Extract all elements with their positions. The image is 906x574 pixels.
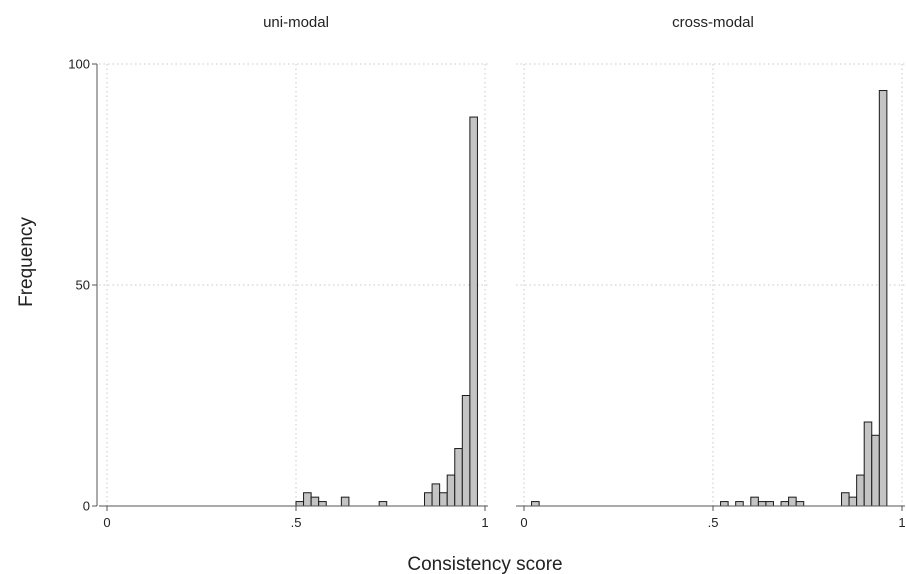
histogram-bar — [340, 496, 350, 507]
histogram-bar — [757, 501, 767, 507]
panel-uni-modal: 0 .5 1 uni-modal 0 50 100 — [68, 14, 488, 530]
histogram-bar — [848, 496, 858, 507]
histogram-bar — [318, 501, 327, 507]
y-tick-label: 50 — [76, 278, 90, 293]
x-axis-title: Consistency score — [407, 554, 562, 574]
y-tick-label: 0 — [83, 499, 90, 514]
histogram-bar — [841, 492, 850, 507]
y-axis-title: Frequency — [16, 217, 37, 307]
y-tick-label: 100 — [68, 57, 90, 72]
histogram-bar — [303, 492, 312, 507]
histogram-bar — [454, 448, 463, 507]
x-tick-label: 1 — [898, 515, 905, 530]
histogram-bar — [871, 434, 880, 507]
histogram-bar — [720, 501, 729, 507]
x-tick-label: 0 — [520, 515, 527, 530]
histogram-bar — [765, 501, 774, 507]
x-tick-label: 0 — [103, 515, 110, 530]
histogram-bar — [878, 90, 888, 507]
histogram-bar — [750, 496, 759, 507]
histogram-bar — [735, 501, 744, 507]
histogram-bar — [863, 421, 873, 507]
x-tick-label: .5 — [291, 515, 302, 530]
histogram-bar — [788, 496, 797, 507]
histogram-bar — [780, 501, 790, 507]
panel-title: uni-modal — [263, 14, 329, 31]
histogram-bar — [469, 116, 478, 507]
histogram-bar — [531, 501, 540, 507]
histogram-bar — [856, 474, 865, 507]
panel-cross-modal: 0 .5 1 cross-modal — [516, 14, 906, 530]
histogram-bar — [795, 501, 805, 507]
histogram-bar — [439, 492, 448, 507]
histogram-bar — [461, 395, 471, 507]
histogram-bar — [310, 496, 320, 507]
histogram-bar — [378, 501, 388, 507]
panel-title: cross-modal — [672, 14, 754, 31]
histogram-bar — [446, 474, 456, 507]
histogram-bar — [431, 483, 441, 507]
histogram-bar — [295, 501, 305, 507]
x-tick-label: .5 — [708, 515, 719, 530]
x-tick-label: 1 — [481, 515, 488, 530]
histogram-bar — [424, 492, 433, 507]
panels-layer: 0 .5 1 uni-modal 0 50 100 0 .5 1 cross-modal — [68, 14, 905, 530]
